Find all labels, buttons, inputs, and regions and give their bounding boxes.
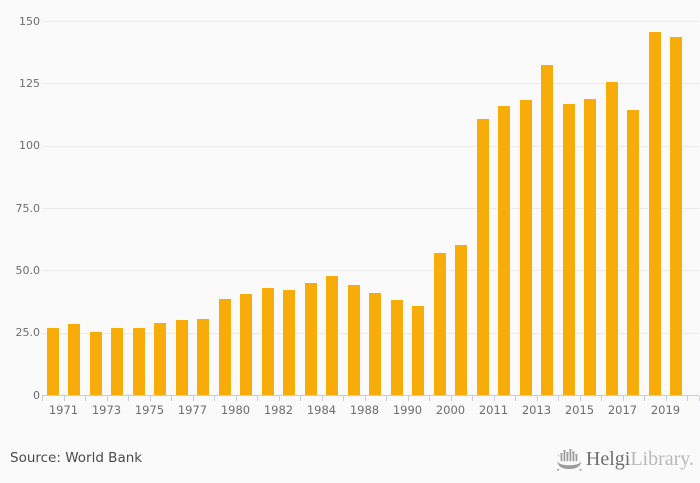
- source-text: Source: World Bank: [10, 450, 143, 466]
- bar[interactable]: [562, 104, 575, 395]
- axis-tick: [106, 396, 108, 401]
- x-axis-label: 1988: [349, 403, 380, 417]
- axis-tick: [687, 396, 688, 401]
- x-axis-line: [42, 395, 699, 396]
- axis-tick: [472, 396, 473, 401]
- bar[interactable]: [347, 285, 360, 395]
- bar[interactable]: [390, 299, 403, 395]
- y-axis-label: 150: [19, 14, 40, 28]
- bar[interactable]: [89, 331, 102, 395]
- logo-text: HelgiLibrary.: [586, 446, 694, 472]
- x-axis-label: 2017: [607, 403, 638, 417]
- axis-tick: [42, 396, 43, 401]
- bar[interactable]: [261, 287, 274, 395]
- bar[interactable]: [433, 252, 446, 395]
- x-axis-label: 2011: [478, 403, 509, 417]
- x-axis-label: 1971: [48, 403, 79, 417]
- axis-tick: [257, 396, 258, 401]
- bar[interactable]: [627, 110, 640, 395]
- bar[interactable]: [369, 293, 382, 395]
- x-axis-label: 1973: [91, 403, 122, 417]
- axis-tick: [622, 396, 624, 401]
- axis-tick: [536, 396, 538, 401]
- axis-tick: [493, 396, 495, 401]
- bar[interactable]: [412, 306, 425, 395]
- axis-tick: [214, 396, 215, 401]
- x-axis-label: 1975: [134, 403, 165, 417]
- axis-tick: [601, 396, 602, 401]
- y-axis-label: 100: [19, 139, 40, 153]
- y-axis-label: 50.0: [15, 263, 41, 277]
- axis-tick: [407, 396, 409, 401]
- x-axis-label: 2019: [650, 403, 681, 417]
- axis-tick: [192, 396, 194, 401]
- axis-tick: [364, 396, 366, 401]
- axis-tick: [515, 396, 516, 401]
- gridline: [42, 270, 699, 272]
- axis-tick: [343, 396, 344, 401]
- bar[interactable]: [670, 37, 683, 395]
- x-axis-label: 1977: [177, 403, 208, 417]
- bar[interactable]: [648, 32, 661, 395]
- bar[interactable]: [326, 275, 339, 395]
- bar[interactable]: [455, 245, 468, 395]
- axis-tick: [665, 396, 667, 401]
- axis-tick: [429, 396, 430, 401]
- gridline: [42, 83, 699, 85]
- bar[interactable]: [304, 283, 317, 395]
- axis-tick: [128, 396, 129, 401]
- axis-tick: [85, 396, 86, 401]
- y-axis-label: 125: [19, 76, 40, 90]
- axis-tick: [321, 396, 323, 401]
- y-axis-label: 25.0: [15, 326, 41, 340]
- x-axis-label: 2015: [564, 403, 595, 417]
- x-axis-label: 2000: [435, 403, 466, 417]
- bar[interactable]: [154, 322, 167, 395]
- axis-tick: [63, 396, 65, 401]
- axis-tick: [558, 396, 559, 401]
- gridline: [42, 21, 699, 22]
- bar[interactable]: [541, 64, 554, 395]
- bar[interactable]: [218, 298, 231, 395]
- bar[interactable]: [240, 293, 253, 395]
- x-axis-label: 1990: [392, 403, 423, 417]
- bar[interactable]: [605, 81, 618, 395]
- bar[interactable]: [197, 319, 210, 395]
- axis-tick: [579, 396, 581, 401]
- axis-tick: [171, 396, 172, 401]
- helgi-library-logo[interactable]: HelgiLibrary.: [556, 446, 694, 472]
- logo-text-helgi: Helgi: [585, 448, 631, 470]
- x-axis-label: 1980: [220, 403, 251, 417]
- axis-tick: [644, 396, 645, 401]
- y-axis-label: 0: [33, 388, 40, 402]
- gridline: [42, 208, 699, 209]
- bar[interactable]: [584, 99, 597, 395]
- bar[interactable]: [132, 327, 145, 395]
- x-axis-label: 2013: [521, 403, 552, 417]
- x-axis-label: 1984: [306, 403, 337, 417]
- bar[interactable]: [498, 106, 511, 395]
- bar[interactable]: [175, 320, 188, 395]
- axis-tick: [386, 396, 387, 401]
- bar[interactable]: [476, 118, 489, 395]
- bar[interactable]: [519, 99, 532, 395]
- bar[interactable]: [68, 324, 81, 395]
- axis-tick: [235, 396, 237, 401]
- logo-text-library: Library.: [630, 448, 694, 470]
- axis-tick: [278, 396, 280, 401]
- bar[interactable]: [283, 289, 296, 395]
- bar[interactable]: [46, 328, 59, 395]
- bar[interactable]: [111, 328, 124, 395]
- gridline: [42, 145, 699, 147]
- y-axis-label: 75.0: [15, 201, 41, 215]
- axis-tick: [149, 396, 151, 401]
- x-axis-label: 1982: [263, 403, 294, 417]
- axis-tick: [450, 396, 452, 401]
- ship-icon: [556, 447, 583, 472]
- axis-tick: [300, 396, 301, 401]
